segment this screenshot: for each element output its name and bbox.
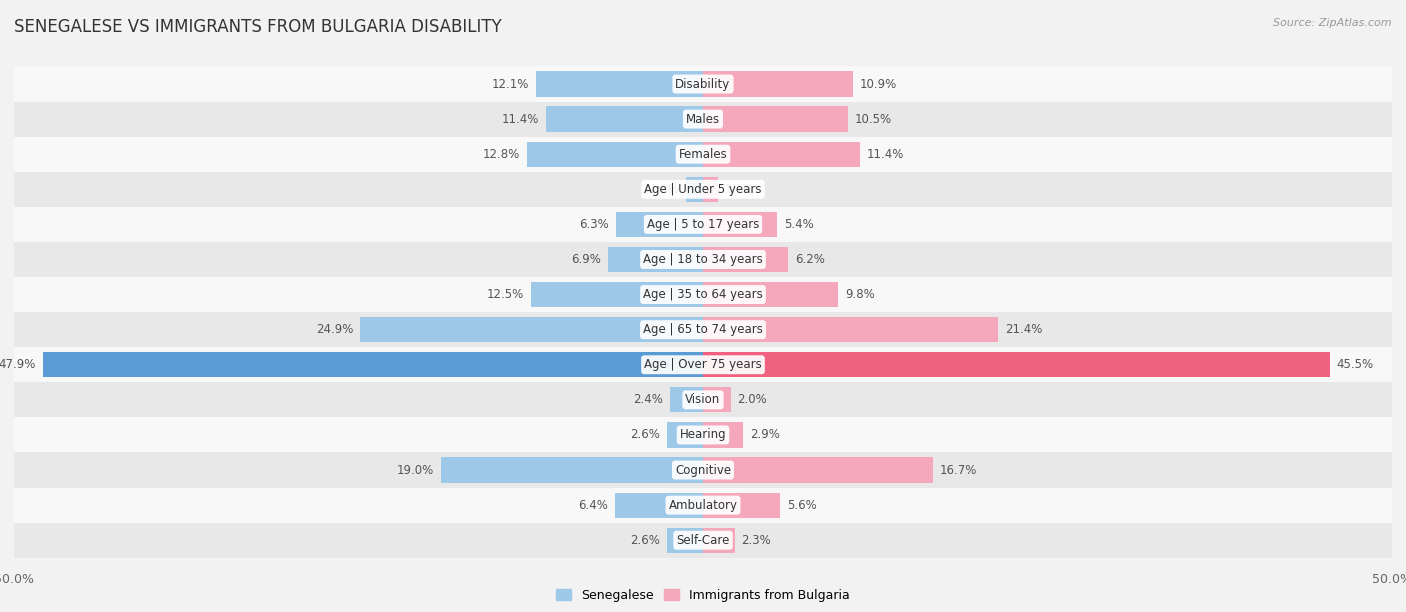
Text: 10.9%: 10.9% <box>860 78 897 91</box>
Bar <box>14 347 1392 382</box>
Text: 21.4%: 21.4% <box>1005 323 1042 336</box>
Text: 2.4%: 2.4% <box>633 394 664 406</box>
Bar <box>668 422 703 447</box>
Text: Self-Care: Self-Care <box>676 534 730 547</box>
Bar <box>686 177 703 202</box>
Text: 2.9%: 2.9% <box>749 428 780 441</box>
Text: 6.4%: 6.4% <box>578 499 607 512</box>
Bar <box>703 493 780 518</box>
Text: 9.8%: 9.8% <box>845 288 875 301</box>
Text: 12.5%: 12.5% <box>486 288 524 301</box>
Bar <box>703 247 789 272</box>
Bar <box>703 422 742 447</box>
Text: 10.5%: 10.5% <box>855 113 891 125</box>
Text: 6.2%: 6.2% <box>796 253 825 266</box>
Text: 5.4%: 5.4% <box>785 218 814 231</box>
Bar <box>14 102 1392 136</box>
Text: Age | 65 to 74 years: Age | 65 to 74 years <box>643 323 763 336</box>
Bar <box>669 387 703 412</box>
Text: 45.5%: 45.5% <box>1337 358 1374 371</box>
Bar <box>703 282 838 307</box>
Bar <box>607 247 703 272</box>
Bar <box>527 141 703 167</box>
Text: SENEGALESE VS IMMIGRANTS FROM BULGARIA DISABILITY: SENEGALESE VS IMMIGRANTS FROM BULGARIA D… <box>14 18 502 36</box>
Text: Source: ZipAtlas.com: Source: ZipAtlas.com <box>1274 18 1392 28</box>
Bar <box>14 136 1392 172</box>
Text: Females: Females <box>679 147 727 161</box>
Text: Age | 5 to 17 years: Age | 5 to 17 years <box>647 218 759 231</box>
Bar <box>14 382 1392 417</box>
Text: 2.6%: 2.6% <box>630 534 661 547</box>
Text: 6.3%: 6.3% <box>579 218 609 231</box>
Text: Males: Males <box>686 113 720 125</box>
Bar <box>614 493 703 518</box>
Bar <box>14 67 1392 102</box>
Text: 1.1%: 1.1% <box>725 183 755 196</box>
Text: 6.9%: 6.9% <box>571 253 600 266</box>
Bar <box>703 352 1330 378</box>
Text: 16.7%: 16.7% <box>941 463 977 477</box>
Bar <box>536 72 703 97</box>
Bar <box>703 212 778 237</box>
Bar <box>14 277 1392 312</box>
Legend: Senegalese, Immigrants from Bulgaria: Senegalese, Immigrants from Bulgaria <box>551 584 855 607</box>
Text: Age | Under 5 years: Age | Under 5 years <box>644 183 762 196</box>
Bar <box>703 317 998 342</box>
Text: Vision: Vision <box>685 394 721 406</box>
Bar <box>703 141 860 167</box>
Text: 12.8%: 12.8% <box>482 147 520 161</box>
Text: Age | Over 75 years: Age | Over 75 years <box>644 358 762 371</box>
Bar <box>14 488 1392 523</box>
Bar <box>703 457 934 483</box>
Bar <box>441 457 703 483</box>
Text: 47.9%: 47.9% <box>0 358 37 371</box>
Bar <box>703 528 735 553</box>
Text: 11.4%: 11.4% <box>868 147 904 161</box>
Bar <box>14 172 1392 207</box>
Bar <box>668 528 703 553</box>
Text: Age | 18 to 34 years: Age | 18 to 34 years <box>643 253 763 266</box>
Bar <box>14 312 1392 347</box>
Bar <box>703 387 731 412</box>
Bar <box>616 212 703 237</box>
Text: Ambulatory: Ambulatory <box>668 499 738 512</box>
Bar <box>531 282 703 307</box>
Text: Hearing: Hearing <box>679 428 727 441</box>
Text: 2.6%: 2.6% <box>630 428 661 441</box>
Text: 1.2%: 1.2% <box>650 183 679 196</box>
Text: Age | 35 to 64 years: Age | 35 to 64 years <box>643 288 763 301</box>
Bar <box>14 417 1392 452</box>
Bar <box>546 106 703 132</box>
Bar <box>360 317 703 342</box>
Bar <box>14 242 1392 277</box>
Text: Cognitive: Cognitive <box>675 463 731 477</box>
Text: 2.0%: 2.0% <box>738 394 768 406</box>
Bar <box>14 207 1392 242</box>
Bar <box>14 452 1392 488</box>
Text: 5.6%: 5.6% <box>787 499 817 512</box>
Bar <box>703 106 848 132</box>
Text: Disability: Disability <box>675 78 731 91</box>
Bar <box>703 72 853 97</box>
Text: 24.9%: 24.9% <box>315 323 353 336</box>
Bar <box>703 177 718 202</box>
Text: 19.0%: 19.0% <box>396 463 434 477</box>
Text: 12.1%: 12.1% <box>492 78 530 91</box>
Bar <box>14 523 1392 558</box>
Text: 2.3%: 2.3% <box>741 534 772 547</box>
Bar <box>44 352 703 378</box>
Text: 11.4%: 11.4% <box>502 113 538 125</box>
